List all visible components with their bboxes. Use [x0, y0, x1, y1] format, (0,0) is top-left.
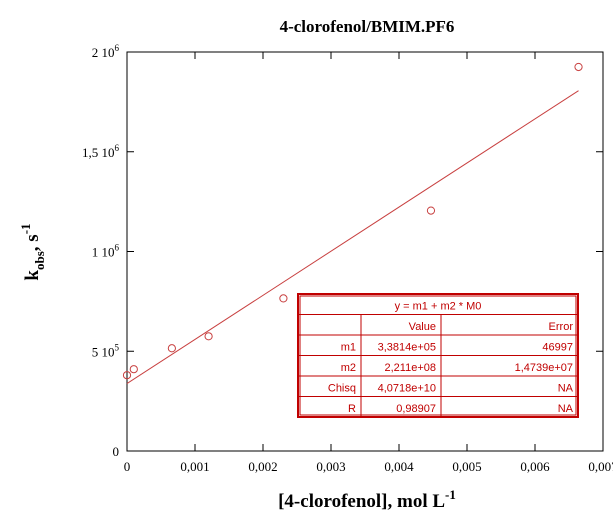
y-axis-label-sup: -1	[18, 223, 33, 234]
stats-header-cell: Value	[409, 321, 436, 333]
stats-row-cell: 0,98907	[396, 403, 436, 415]
x-tick-label: 0,001	[180, 459, 209, 474]
x-tick-label: 0,006	[520, 459, 550, 474]
x-tick-label: 0,005	[452, 459, 481, 474]
y-tick-label: 1,5 106	[82, 143, 120, 160]
chart-title: 4-clorofenol/BMIM.PF6	[280, 17, 455, 36]
x-axis-label-sup: -1	[445, 487, 456, 502]
data-point	[204, 332, 213, 341]
stats-row-cell: 2,211e+08	[385, 362, 437, 374]
x-axis: 0 0,001 0,002 0,003 0,004 0,005 0,006 0,007	[124, 52, 613, 474]
stats-row-cell: m1	[341, 342, 356, 354]
data-point	[279, 294, 288, 303]
y-tick-label: 2 106	[92, 43, 120, 60]
fit-line	[126, 90, 579, 384]
y-axis-label-main: k	[22, 270, 43, 281]
stats-row-cell: R	[348, 403, 356, 415]
y-axis-label: kobs, s-1	[18, 223, 47, 280]
x-tick-label: 0	[124, 459, 131, 474]
x-tick-label: 0,002	[248, 459, 277, 474]
data-point	[574, 62, 583, 72]
stats-header-cell: Error	[549, 321, 574, 333]
data-points	[122, 62, 583, 380]
data-point	[426, 206, 436, 215]
x-axis-label: [4-clorofenol], mol L-1	[278, 487, 456, 512]
stats-row-cell: 3,3814e+05	[378, 342, 436, 354]
x-tick-label: 0,004	[384, 459, 414, 474]
stats-row-cell: NA	[558, 403, 574, 415]
y-tick-label: 5 105	[92, 342, 120, 359]
stats-row-cell: 1,4739e+07	[515, 362, 573, 374]
stats-equation: y = m1 + m2 * M0	[395, 301, 482, 313]
data-point	[122, 371, 132, 380]
y-axis-label-sub: obs	[32, 251, 47, 270]
x-tick-label: 0,007	[588, 459, 613, 474]
stats-table: y = m1 + m2 * M0 Value Error m1 3,3814e+05 46…	[297, 293, 579, 418]
stats-row-cell: NA	[558, 383, 574, 395]
data-point	[167, 344, 176, 353]
stats-row-cell: 46997	[542, 342, 573, 354]
stats-row-cell: Chisq	[328, 383, 356, 395]
stats-row-cell: 4,0718e+10	[378, 383, 436, 395]
stats-row-cell: m2	[341, 362, 356, 374]
y-axis: 0 5 105 1 106 1,5 106 2 106	[82, 43, 603, 459]
x-tick-label: 0,003	[316, 459, 345, 474]
data-point	[129, 365, 138, 374]
y-tick-label: 1 106	[92, 243, 120, 260]
y-tick-label: 0	[113, 444, 120, 459]
x-axis-label-main: [4-clorofenol], mol L	[278, 491, 445, 512]
y-axis-label-mid: , s	[22, 234, 43, 251]
